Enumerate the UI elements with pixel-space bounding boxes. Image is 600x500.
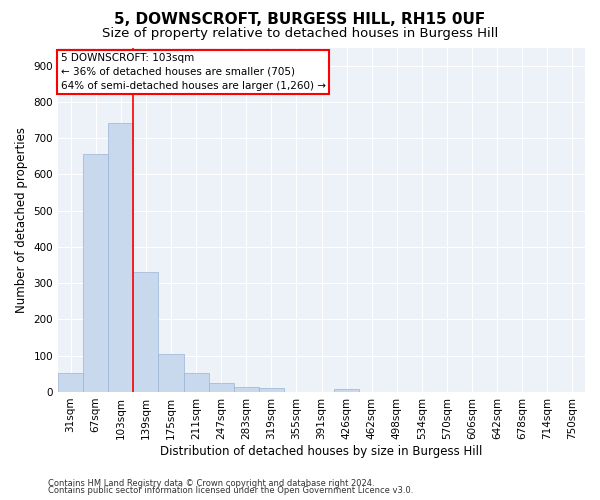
Bar [108,122,133,392]
Bar [259,388,284,392]
Bar [83,154,108,392]
X-axis label: Distribution of detached houses by size in Burgess Hill: Distribution of detached houses by size … [160,444,483,458]
Text: 5, DOWNSCROFT, BURGESS HILL, RH15 0UF: 5, DOWNSCROFT, BURGESS HILL, RH15 0UF [115,12,485,28]
Text: Contains public sector information licensed under the Open Government Licence v3: Contains public sector information licen… [48,486,413,495]
Bar [184,372,209,392]
Bar [58,373,83,392]
Text: Contains HM Land Registry data © Crown copyright and database right 2024.: Contains HM Land Registry data © Crown c… [48,478,374,488]
Bar [233,386,259,392]
Bar [158,354,184,392]
Bar [133,272,158,392]
Bar [209,382,233,392]
Bar [334,389,359,392]
Text: Size of property relative to detached houses in Burgess Hill: Size of property relative to detached ho… [102,28,498,40]
Text: 5 DOWNSCROFT: 103sqm
← 36% of detached houses are smaller (705)
64% of semi-deta: 5 DOWNSCROFT: 103sqm ← 36% of detached h… [61,53,326,91]
Y-axis label: Number of detached properties: Number of detached properties [15,126,28,312]
